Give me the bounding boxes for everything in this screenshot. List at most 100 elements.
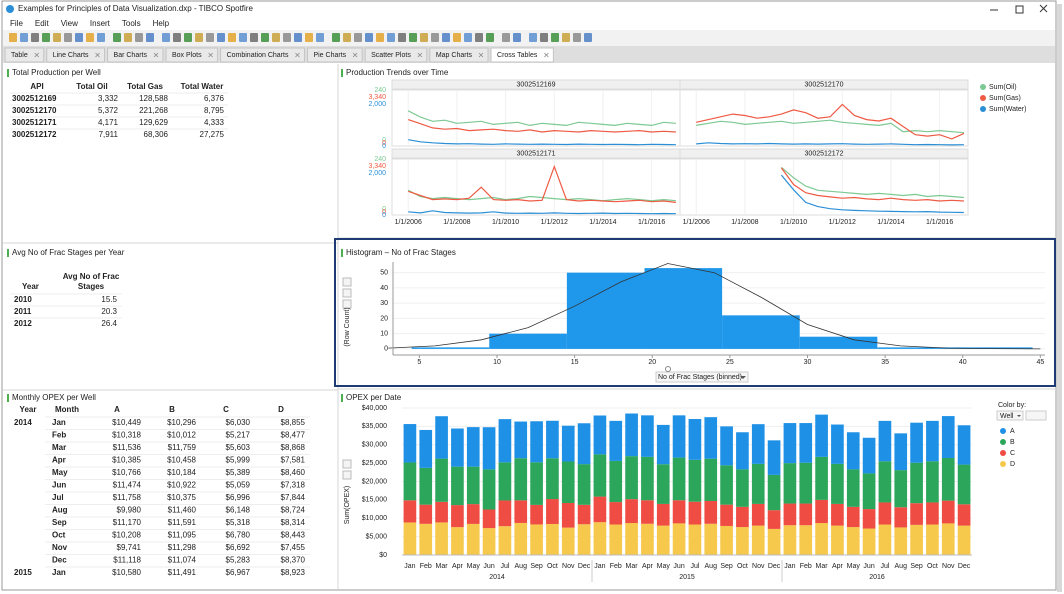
tab-close[interactable] xyxy=(478,52,484,58)
toolbar-button[interactable] xyxy=(20,33,28,42)
toolbar-button[interactable] xyxy=(343,33,351,42)
toolbar-button[interactable] xyxy=(354,33,362,42)
toolbar-button[interactable] xyxy=(184,33,192,42)
dropdown-caret[interactable] xyxy=(740,376,746,379)
toolbar-button[interactable] xyxy=(431,33,439,42)
tab[interactable] xyxy=(306,47,363,63)
toolbar-button[interactable] xyxy=(162,33,170,42)
toolbar-button[interactable] xyxy=(195,33,203,42)
tab[interactable] xyxy=(490,47,554,63)
tab-label[interactable]: Box Plots xyxy=(172,52,202,59)
toolbar-button[interactable] xyxy=(409,33,417,42)
tab-close[interactable] xyxy=(352,52,358,58)
toolbar-button[interactable] xyxy=(398,33,406,42)
toolbar-button[interactable] xyxy=(272,33,280,42)
tab-close[interactable] xyxy=(295,52,300,58)
toolbar-button[interactable] xyxy=(250,33,258,42)
tab-label[interactable]: Cross Tables xyxy=(497,52,538,59)
tab[interactable] xyxy=(429,47,489,63)
toolbar-button[interactable] xyxy=(365,33,373,42)
toolbar-button[interactable] xyxy=(75,33,83,42)
toolbar-button[interactable] xyxy=(453,33,461,42)
x-axis-label[interactable]: No of Frac Stages (binned) xyxy=(658,374,742,381)
toolbar-button[interactable] xyxy=(173,33,181,42)
menu-item[interactable]: Insert xyxy=(90,19,111,28)
trellis-title: 3002512172 xyxy=(805,150,844,157)
menu-item[interactable]: Help xyxy=(153,19,170,28)
tab-label[interactable]: Table xyxy=(11,52,28,59)
tab-close[interactable] xyxy=(34,52,40,58)
trellis-plot xyxy=(679,158,969,216)
toolbar-button[interactable] xyxy=(206,33,214,42)
toolbar-button[interactable] xyxy=(42,33,50,42)
tab-close[interactable] xyxy=(95,52,100,58)
toolbar-button[interactable] xyxy=(420,33,428,42)
toolbar-button[interactable] xyxy=(113,33,121,42)
toolbar-button[interactable] xyxy=(228,33,236,42)
legend-selector-label[interactable]: Well xyxy=(1000,413,1014,420)
toolbar-button[interactable] xyxy=(540,33,548,42)
toolbar-button[interactable] xyxy=(31,33,39,42)
tab-label[interactable]: Line Charts xyxy=(53,52,89,59)
toolbar-button[interactable] xyxy=(562,33,570,42)
tab-label[interactable]: Pie Charts xyxy=(313,52,346,59)
tab-close[interactable] xyxy=(544,52,549,58)
bar-segment xyxy=(846,527,860,555)
histogram-side-buttons[interactable] xyxy=(342,277,352,309)
toolbar-button[interactable] xyxy=(551,33,559,42)
axis-handle[interactable] xyxy=(665,366,671,372)
toolbar-button[interactable] xyxy=(387,33,395,42)
toolbar-button[interactable] xyxy=(9,33,17,42)
menu-item[interactable]: File xyxy=(10,19,23,28)
legend-selector[interactable] xyxy=(996,410,1024,421)
tab[interactable] xyxy=(107,47,164,63)
menu-item[interactable]: Edit xyxy=(35,19,50,28)
tab-close[interactable] xyxy=(208,52,213,58)
toolbar-button[interactable] xyxy=(239,33,247,42)
toolbar-button[interactable] xyxy=(261,33,269,42)
axis-selector[interactable] xyxy=(655,371,749,383)
menu-item[interactable]: View xyxy=(61,19,78,28)
legend-button[interactable] xyxy=(1025,410,1047,421)
tab-label[interactable]: Combination Charts xyxy=(227,52,289,59)
toolbar-button[interactable] xyxy=(64,33,72,42)
toolbar-button[interactable] xyxy=(305,33,313,42)
tab[interactable] xyxy=(364,47,428,63)
toolbar-button[interactable] xyxy=(376,33,384,42)
toolbar-button[interactable] xyxy=(584,33,592,42)
toolbar-button[interactable] xyxy=(97,33,105,42)
toolbar-button[interactable] xyxy=(502,33,510,42)
dropdown-caret[interactable] xyxy=(1017,415,1021,417)
toolbar-button[interactable] xyxy=(316,33,324,42)
close-button[interactable] xyxy=(1039,4,1048,13)
toolbar-button[interactable] xyxy=(86,33,94,42)
line-series xyxy=(408,119,676,133)
toolbar-button[interactable] xyxy=(475,33,483,42)
toolbar-button[interactable] xyxy=(332,33,340,42)
tab-label[interactable]: Scatter Plots xyxy=(371,52,411,59)
menu-item[interactable]: Tools xyxy=(122,19,141,28)
maximize-button[interactable] xyxy=(1015,5,1024,14)
toolbar-button[interactable] xyxy=(529,33,537,42)
tab[interactable] xyxy=(220,47,305,63)
toolbar-button[interactable] xyxy=(283,33,291,42)
toolbar-button[interactable] xyxy=(146,33,154,42)
toolbar-button[interactable] xyxy=(486,33,494,42)
toolbar-button[interactable] xyxy=(573,33,581,42)
tab-close[interactable] xyxy=(153,52,159,58)
toolbar-button[interactable] xyxy=(53,33,61,42)
opex-side-buttons[interactable] xyxy=(342,459,352,480)
toolbar-button[interactable] xyxy=(464,33,472,42)
toolbar-button[interactable] xyxy=(294,33,302,42)
tab-label[interactable]: Map Charts xyxy=(436,52,473,59)
toolbar-button[interactable] xyxy=(513,33,521,42)
toolbar-button[interactable] xyxy=(442,33,450,42)
tab[interactable] xyxy=(46,47,106,63)
tab-label[interactable]: Bar Charts xyxy=(114,52,148,59)
tab[interactable] xyxy=(165,47,219,63)
tab-close[interactable] xyxy=(417,52,423,58)
tab[interactable] xyxy=(4,47,45,63)
toolbar-button[interactable] xyxy=(124,33,132,42)
toolbar-button[interactable] xyxy=(217,33,225,42)
toolbar-button[interactable] xyxy=(135,33,143,42)
